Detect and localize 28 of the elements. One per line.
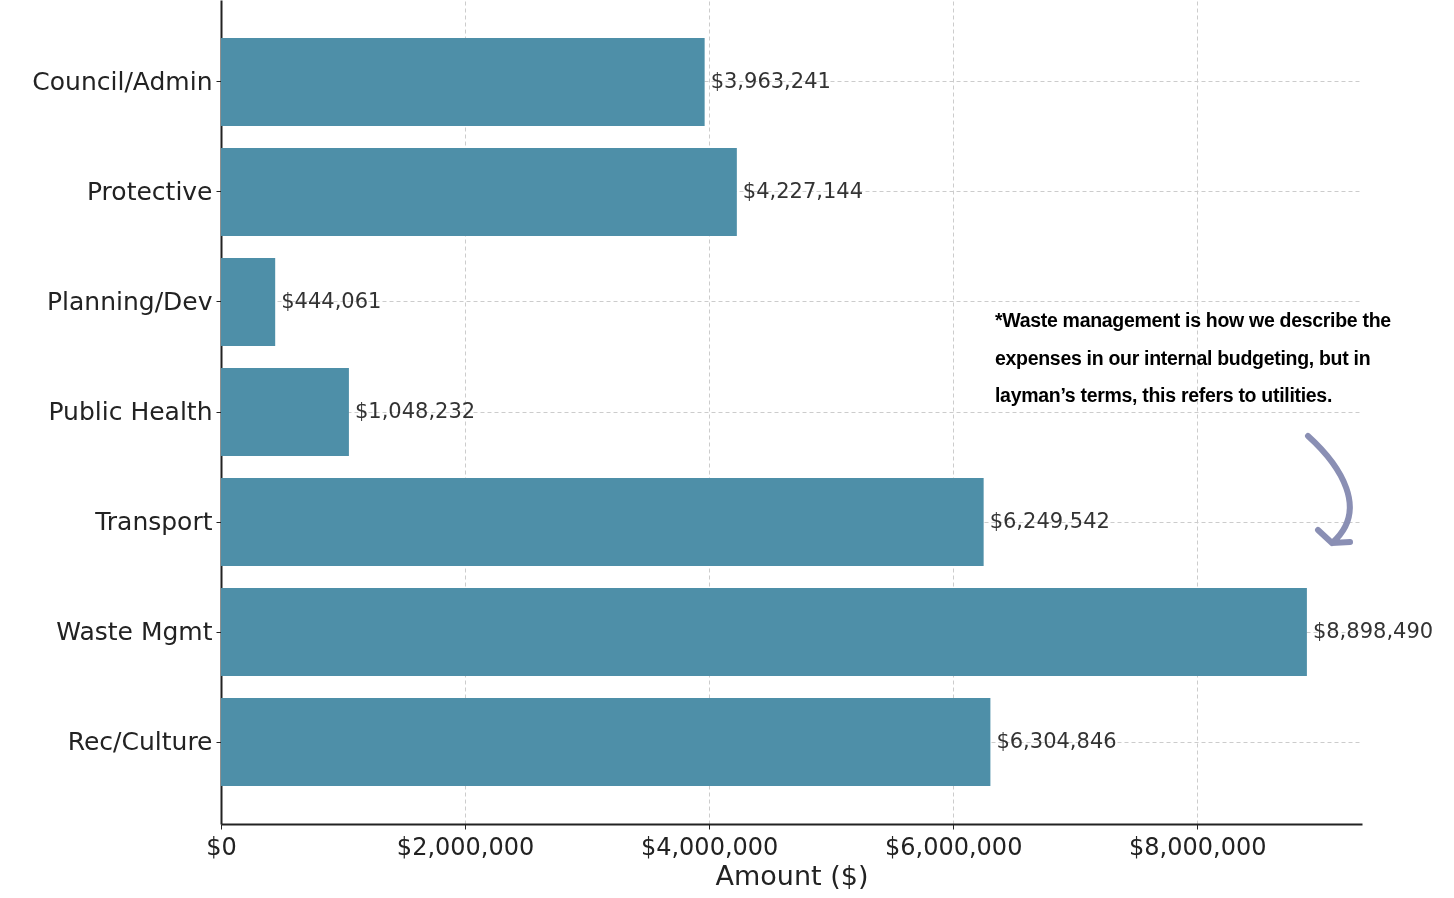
bar: [221, 698, 991, 787]
data-label: $3,963,241: [710, 68, 831, 93]
y-tick-label: Public Health: [48, 397, 213, 426]
y-tick-label: Transport: [94, 507, 213, 537]
annotation: *Waste management is how we describe the expenses in our internal budgeting, but in layman’s terms, this refers to utilities.: [995, 308, 1392, 408]
x-tick-label: $0: [206, 832, 237, 861]
bar: [221, 257, 276, 346]
data-label: $4,227,144: [742, 178, 864, 203]
y-tick-label: Waste Mgmt: [56, 617, 213, 647]
data-label: $1,048,232: [354, 399, 476, 423]
data-label: $6,304,846: [996, 729, 1117, 754]
x-tick-label: $2,000,000: [396, 832, 535, 861]
y-tick-label: Council/Admin: [32, 66, 213, 96]
data-label: $444,061: [281, 288, 382, 313]
data-label: $6,249,542: [989, 509, 1110, 534]
x-tick-label: $8,000,000: [1129, 832, 1267, 861]
y-tick-label: Rec/Culture: [67, 727, 213, 757]
x-tick-label: $6,000,000: [884, 832, 1023, 861]
bar: [221, 37, 705, 126]
bar: [221, 147, 737, 236]
x-axis-title: Amount ($): [715, 859, 869, 891]
y-tick-label: Protective: [86, 176, 213, 206]
bar: [221, 588, 1307, 677]
bar: [221, 478, 984, 567]
y-tick-label: Planning/Dev: [46, 286, 213, 316]
x-tick-label: $4,000,000: [640, 832, 779, 861]
bar: [221, 367, 349, 457]
data-label: $8,898,490: [1312, 619, 1434, 644]
